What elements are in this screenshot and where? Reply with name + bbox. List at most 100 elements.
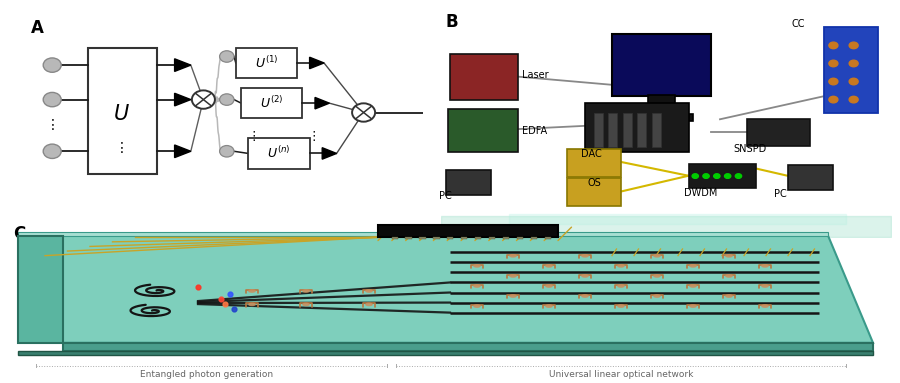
Circle shape [43,58,61,72]
FancyBboxPatch shape [450,54,518,100]
Circle shape [192,90,215,109]
Circle shape [725,275,733,277]
FancyBboxPatch shape [461,237,467,239]
Text: ⋮: ⋮ [114,141,129,155]
FancyBboxPatch shape [612,34,711,96]
Circle shape [850,60,859,67]
Point [218,301,232,307]
Text: $U$: $U$ [112,104,130,124]
Text: B: B [446,13,458,31]
FancyBboxPatch shape [824,27,878,113]
FancyBboxPatch shape [747,119,810,146]
Text: $U^{(n)}$: $U^{(n)}$ [267,146,291,161]
Circle shape [725,295,733,297]
Polygon shape [18,236,873,343]
Polygon shape [322,148,337,159]
Circle shape [692,174,698,178]
Circle shape [43,144,61,159]
Circle shape [365,290,373,292]
FancyBboxPatch shape [236,48,297,78]
Circle shape [43,92,61,107]
FancyBboxPatch shape [544,237,551,239]
Text: ⋮: ⋮ [248,131,260,143]
FancyBboxPatch shape [652,113,661,147]
Polygon shape [18,236,63,343]
FancyBboxPatch shape [630,114,693,121]
Circle shape [829,42,838,49]
Circle shape [735,174,742,178]
Circle shape [509,295,517,297]
Circle shape [714,174,720,178]
Circle shape [724,174,731,178]
Circle shape [617,265,625,267]
Text: Entangled photon generation: Entangled photon generation [140,370,274,379]
Circle shape [302,290,310,292]
FancyBboxPatch shape [419,237,426,239]
Text: $U^{(2)}$: $U^{(2)}$ [260,95,284,111]
FancyBboxPatch shape [489,237,495,239]
Text: PC: PC [439,192,452,201]
Circle shape [617,285,625,287]
Text: A: A [31,19,43,37]
Circle shape [582,295,589,297]
FancyBboxPatch shape [517,237,523,239]
Circle shape [690,265,697,267]
Polygon shape [175,145,191,158]
Circle shape [829,96,838,103]
Text: CC: CC [792,19,806,29]
Text: Universal linear optical network: Universal linear optical network [549,370,693,379]
Text: $U^{(1)}$: $U^{(1)}$ [255,55,278,71]
Point [213,296,228,302]
FancyBboxPatch shape [688,164,756,188]
FancyBboxPatch shape [648,95,675,116]
Text: EDFA: EDFA [522,126,547,136]
FancyBboxPatch shape [594,113,603,147]
Circle shape [474,265,481,267]
Circle shape [509,255,517,257]
Circle shape [248,290,256,292]
Text: DWDM: DWDM [684,188,717,198]
FancyBboxPatch shape [241,88,302,118]
Circle shape [761,285,768,287]
Text: DAC: DAC [580,149,601,159]
Text: ⋮: ⋮ [46,118,60,133]
FancyBboxPatch shape [405,237,411,239]
Point [227,306,241,313]
Text: OS: OS [587,178,601,188]
FancyBboxPatch shape [503,237,509,239]
Circle shape [302,303,310,306]
Text: C: C [14,226,26,244]
Circle shape [850,96,859,103]
Circle shape [220,146,234,157]
Circle shape [248,303,256,306]
Circle shape [352,103,375,122]
FancyBboxPatch shape [448,110,518,152]
FancyBboxPatch shape [248,138,310,169]
Circle shape [474,305,481,307]
Circle shape [725,255,733,257]
Circle shape [545,305,553,307]
FancyBboxPatch shape [567,178,621,206]
Text: SNSPD: SNSPD [734,144,767,154]
Circle shape [617,305,625,307]
Circle shape [690,285,697,287]
Circle shape [582,255,589,257]
Circle shape [653,295,660,297]
FancyBboxPatch shape [475,237,482,239]
FancyBboxPatch shape [392,237,398,239]
FancyBboxPatch shape [88,48,157,174]
Circle shape [761,305,768,307]
FancyBboxPatch shape [567,149,621,177]
Circle shape [220,51,234,62]
Polygon shape [315,97,329,109]
FancyBboxPatch shape [447,237,454,239]
FancyBboxPatch shape [531,237,537,239]
Polygon shape [63,343,873,351]
FancyBboxPatch shape [378,226,558,237]
FancyBboxPatch shape [446,170,491,195]
Text: Laser: Laser [522,70,549,80]
Circle shape [474,285,481,287]
Circle shape [829,78,838,85]
Polygon shape [18,351,873,355]
Circle shape [545,265,553,267]
